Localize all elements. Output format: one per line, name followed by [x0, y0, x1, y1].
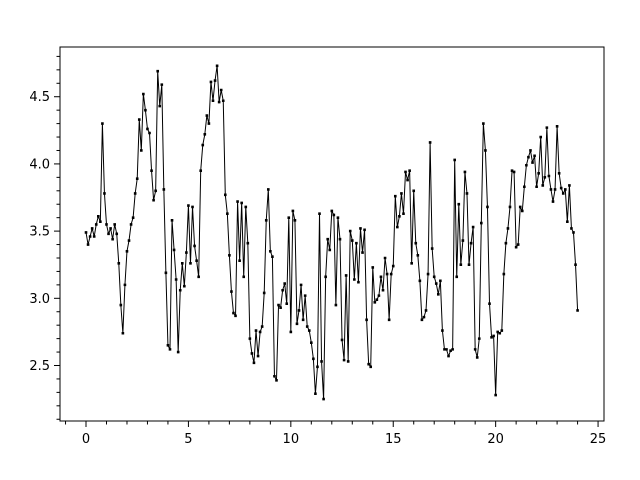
x-tick-label: 25 — [590, 432, 607, 447]
y-tick-label: 4.5 — [29, 90, 50, 105]
x-tick-label: 10 — [283, 432, 300, 447]
x-tick-label: 20 — [487, 432, 504, 447]
y-tick-label: 2.5 — [29, 359, 50, 374]
y-tick-label: 3.0 — [29, 292, 50, 307]
x-tick-label: 15 — [385, 432, 402, 447]
x-tick-label: 5 — [184, 432, 192, 447]
y-tick-label: 3.5 — [29, 225, 50, 240]
y-tick-label: 4.0 — [29, 157, 50, 172]
x-tick-label: 0 — [82, 432, 90, 447]
